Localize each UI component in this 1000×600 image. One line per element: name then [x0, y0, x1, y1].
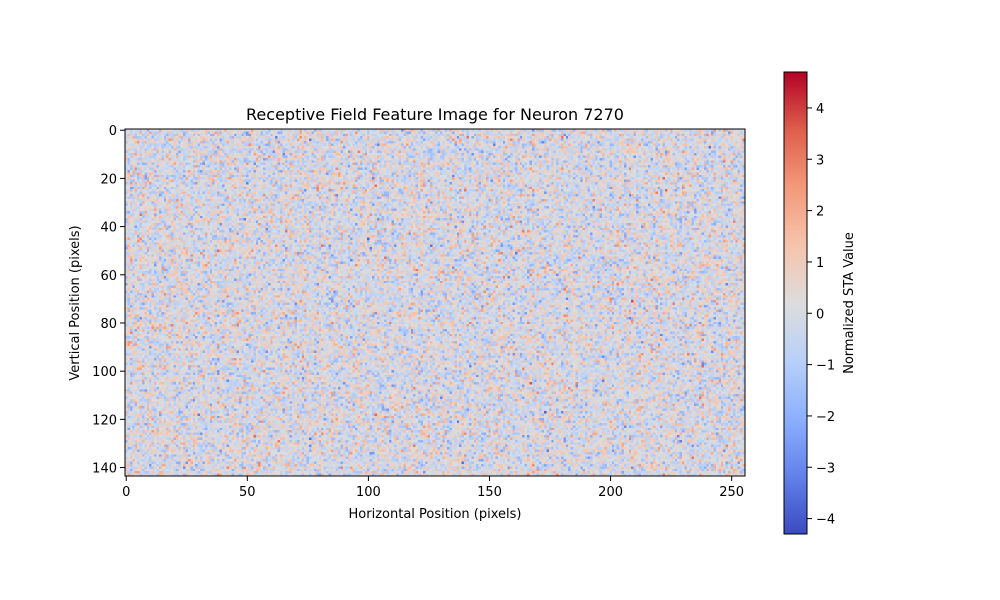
chart-title: Receptive Field Feature Image for Neuron… [246, 105, 624, 124]
y-axis-label: Vertical Position (pixels) [68, 225, 83, 380]
colorbar-gradient [784, 72, 807, 534]
y-tick-label: 0 [109, 124, 117, 139]
plot-frame [124, 128, 746, 477]
x-tick-label: 150 [477, 485, 502, 500]
colorbar-tick-label: −4 [816, 513, 835, 528]
colorbar-tick-label: −3 [816, 461, 835, 476]
colorbar-ticks: −4 −3 −2 −1 0 1 2 3 4 [807, 102, 835, 528]
y-tick-label: 40 [100, 221, 117, 236]
x-tick-label: 50 [239, 485, 256, 500]
colorbar-tick-label: −1 [816, 359, 835, 374]
colorbar-label: Normalized STA Value [842, 232, 857, 374]
x-axis-ticks: 0 50 100 150 200 250 [122, 476, 744, 500]
colorbar-tick-label: 3 [816, 153, 824, 168]
y-tick-label: 80 [100, 317, 117, 332]
colorbar-tick-label: 1 [816, 256, 824, 271]
y-tick-label: 100 [92, 365, 117, 380]
colorbar-frame [783, 71, 808, 535]
x-tick-label: 100 [356, 485, 381, 500]
x-tick-label: 0 [122, 485, 130, 500]
x-tick-label: 250 [719, 485, 744, 500]
y-tick-label: 60 [100, 269, 117, 284]
y-tick-label: 20 [100, 172, 117, 187]
x-axis-label: Horizontal Position (pixels) [349, 507, 522, 522]
x-tick-label: 200 [598, 485, 623, 500]
colorbar-tick-label: 2 [816, 205, 824, 220]
colorbar-tick-label: 0 [816, 307, 824, 322]
heatmap-image [125, 129, 745, 476]
y-tick-label: 140 [92, 462, 117, 477]
y-tick-label: 120 [92, 413, 117, 428]
colorbar-tick-label: −2 [816, 410, 835, 425]
y-axis-ticks: 0 20 40 60 80 100 120 140 [92, 124, 125, 477]
colorbar-tick-label: 4 [816, 102, 824, 117]
